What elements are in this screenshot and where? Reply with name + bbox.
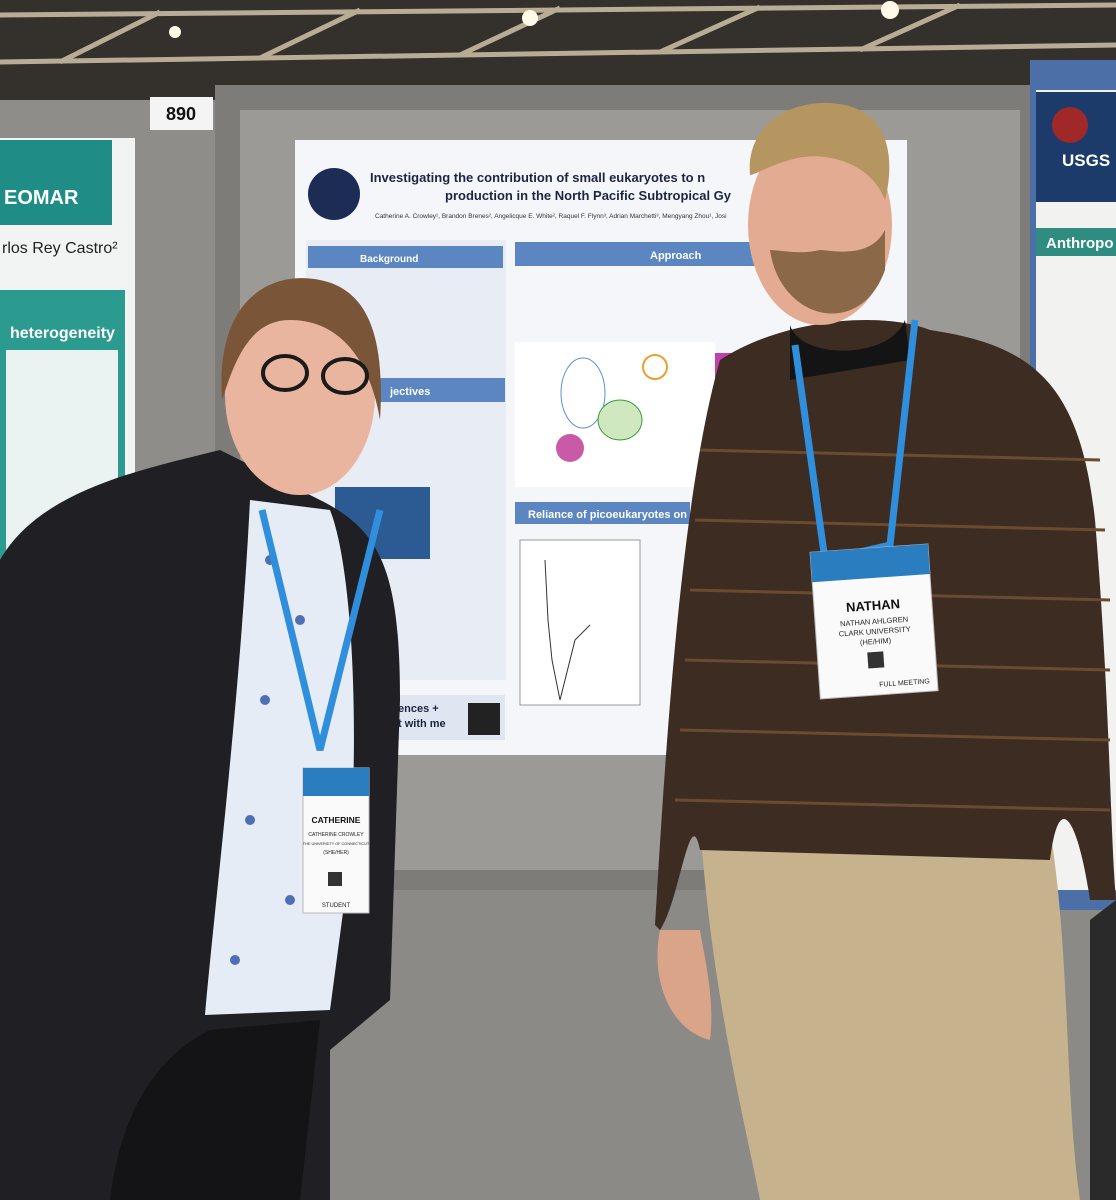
- contact-text: ences +: [398, 703, 439, 715]
- nitrate-plot: [519, 539, 641, 706]
- section-header: [308, 246, 503, 268]
- badge-pronouns: (SHE/HER): [323, 850, 349, 856]
- stripe: [694, 518, 1106, 532]
- woman-face: [225, 295, 375, 495]
- right-poster-heading: Anthropo: [1046, 235, 1113, 252]
- truss-beam: [0, 42, 1116, 65]
- university-seal: [308, 168, 360, 220]
- badge-affiliation: THE UNIVERSITY OF CONNECTICUT: [303, 842, 370, 846]
- left-poster-author: rlos Rey Castro²: [2, 240, 118, 257]
- section-title: jectives: [389, 386, 430, 398]
- stripe: [679, 728, 1111, 742]
- left-poster-heading: heterogeneity: [10, 325, 115, 342]
- plot-cluster: [642, 354, 668, 380]
- ceiling-light: [881, 1, 899, 19]
- badge-name: NATHAN: [846, 596, 901, 615]
- background-person: [1090, 900, 1116, 1200]
- man-pants: [700, 820, 1080, 1200]
- ceiling-light: [522, 10, 538, 26]
- blouse-pattern: [230, 555, 305, 965]
- pattern-dot: [295, 615, 305, 625]
- section-title: Reliance of picoeukaryotes on: [528, 509, 687, 521]
- badge-pronouns: (HE/HIM): [860, 636, 892, 647]
- section-header: [515, 502, 690, 524]
- badge-type: FULL MEETING: [879, 678, 930, 689]
- woman-hair: [221, 278, 381, 420]
- truss: [0, 2, 1116, 65]
- man-undershirt: [790, 320, 910, 380]
- man-hair: [749, 102, 890, 200]
- section-header: [380, 378, 505, 402]
- woman-pants: [110, 1020, 320, 1200]
- badge-name: CATHERINE: [312, 815, 361, 825]
- badge-header: [303, 768, 369, 796]
- badge-qr: [328, 872, 342, 886]
- booth-number: 890: [166, 104, 196, 124]
- badge-full-name: CATHERINE CROWLEY: [308, 832, 364, 838]
- man-beard: [770, 230, 885, 314]
- section-title: Approach: [650, 250, 702, 262]
- left-poster-header: [0, 140, 112, 225]
- booth-card: [150, 97, 213, 130]
- plot-cluster: [556, 434, 584, 462]
- plot-cluster: [560, 357, 606, 429]
- woman-lanyard: [258, 509, 384, 751]
- left-poster-logo: EOMAR: [4, 187, 79, 209]
- right-poster-banner: [1036, 228, 1116, 256]
- pattern-dot: [260, 695, 270, 705]
- badge-header: [810, 544, 930, 583]
- contact-text: t with me: [398, 718, 446, 730]
- plot-cluster: [597, 399, 643, 441]
- logo-seal: [1052, 107, 1088, 143]
- truss-strut: [258, 7, 362, 61]
- right-poster-logo: USGS: [1062, 151, 1110, 170]
- glasses: [261, 354, 369, 395]
- truss-strut: [658, 4, 762, 55]
- truss-strut: [458, 5, 562, 58]
- pattern-dot: [245, 815, 255, 825]
- poster-title: Investigating the contribution of small …: [370, 170, 705, 185]
- glasses-lens: [321, 357, 369, 395]
- badge-qr: [867, 651, 885, 669]
- glasses-lens: [261, 354, 309, 392]
- ceiling-light: [169, 26, 181, 38]
- man-hand: [657, 930, 712, 1040]
- pattern-dot: [230, 955, 240, 965]
- qr-code: [468, 703, 500, 735]
- stripe: [674, 798, 1111, 812]
- truss-strut: [858, 2, 962, 53]
- profile-line: [544, 559, 591, 701]
- section-title: Background: [360, 254, 418, 265]
- pattern-dot: [285, 895, 295, 905]
- poster-authors: Catherine A. Crowley¹, Brandon Brenes², …: [375, 213, 727, 220]
- badge-type: STUDENT: [322, 903, 351, 909]
- truss-strut: [58, 9, 162, 65]
- poster-title: production in the North Pacific Subtropi…: [445, 188, 732, 203]
- man-badge-text: NATHAN NATHAN AHLGREN CLARK UNIVERSITY (…: [839, 596, 931, 689]
